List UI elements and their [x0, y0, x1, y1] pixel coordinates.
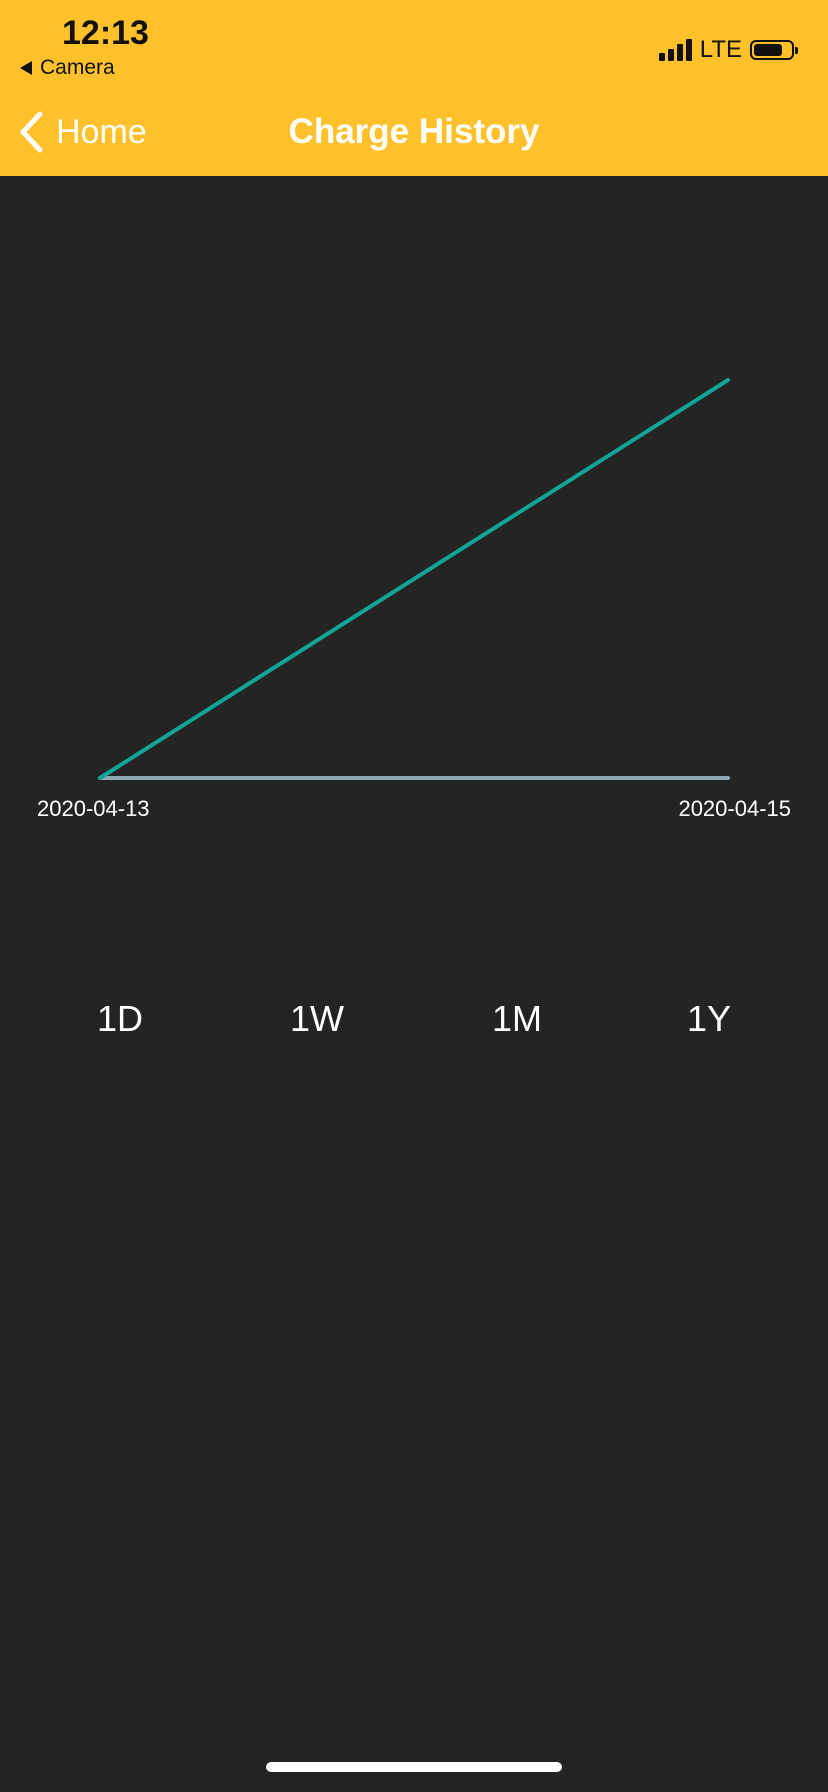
- home-indicator[interactable]: [266, 1762, 562, 1772]
- back-button-label: Home: [56, 112, 147, 151]
- back-button[interactable]: Home: [18, 110, 147, 154]
- status-back-to-app[interactable]: Camera: [20, 56, 115, 80]
- status-back-label: Camera: [40, 56, 115, 79]
- range-button-1w[interactable]: 1W: [290, 998, 344, 1039]
- charge-history-chart: [98, 378, 730, 780]
- status-indicators: LTE: [658, 36, 798, 64]
- page-title: Charge History: [288, 112, 540, 151]
- range-button-1m[interactable]: 1M: [491, 998, 542, 1039]
- range-button-1d[interactable]: 1D: [96, 998, 144, 1039]
- network-type: LTE: [699, 36, 742, 63]
- series-line-0: [98, 378, 730, 780]
- x-tick-label-end: 2020-04-15: [678, 796, 791, 821]
- range-button-1y[interactable]: 1Y: [686, 998, 732, 1039]
- header-bar: 12:13 Camera LTE Home Charge History: [0, 0, 828, 176]
- x-tick-label-start: 2020-04-13: [37, 796, 150, 821]
- battery-icon: [750, 40, 798, 60]
- back-triangle-icon: [20, 61, 32, 75]
- status-time: 12:13: [62, 14, 149, 52]
- chevron-left-icon: [20, 111, 43, 153]
- signal-icon: [658, 39, 692, 61]
